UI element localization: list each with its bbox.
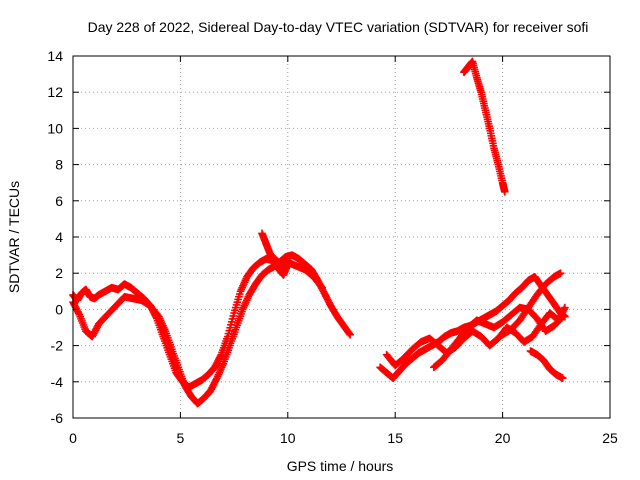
y-tick-label: 2 (55, 265, 63, 281)
x-tick-label: 5 (177, 430, 185, 446)
grid (73, 56, 610, 418)
data-point (283, 260, 292, 268)
y-tick-label: -4 (51, 374, 64, 390)
data-point (345, 329, 354, 338)
x-tick-label: 10 (280, 430, 296, 446)
data-point (556, 269, 565, 278)
x-tick-label: 25 (602, 430, 618, 446)
data-point (500, 187, 509, 196)
y-axis-label: SDTVAR / TECUs (6, 181, 22, 293)
axis-ticks: 0 5 10 15 20 25 -6 -4 -2 0 2 4 6 8 10 12 14 (47, 48, 618, 446)
data-point (346, 330, 354, 339)
data-point (225, 326, 234, 335)
y-tick-label: 12 (47, 84, 63, 100)
data-point (229, 312, 238, 320)
y-tick-label: 14 (47, 48, 63, 64)
data-points (69, 57, 569, 408)
y-tick-label: 10 (47, 120, 63, 136)
data-point (558, 312, 567, 321)
data-point (561, 303, 569, 312)
y-tick-label: 0 (55, 301, 63, 317)
data-point (227, 318, 236, 326)
x-tick-label: 15 (387, 430, 403, 446)
y-tick-label: 6 (55, 193, 63, 209)
y-tick-label: -2 (51, 338, 64, 354)
chart-title: Day 228 of 2022, Sidereal Day-to-day VTE… (88, 19, 589, 35)
data-point (227, 320, 235, 329)
data-point (226, 323, 234, 332)
data-point (228, 315, 237, 323)
y-tick-label: -6 (51, 410, 64, 426)
data-point (558, 374, 567, 382)
x-tick-label: 20 (495, 430, 511, 446)
data-point (557, 313, 566, 322)
x-axis-label: GPS time / hours (287, 458, 394, 474)
y-tick-label: 8 (55, 157, 63, 173)
data-point (318, 283, 326, 292)
y-tick-label: 4 (55, 229, 63, 245)
x-tick-label: 0 (69, 430, 77, 446)
